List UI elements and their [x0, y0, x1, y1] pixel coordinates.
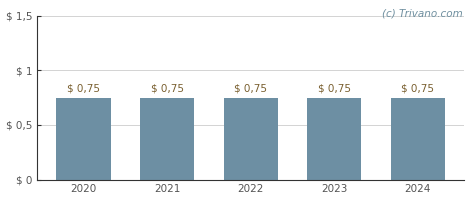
Text: $ 0,75: $ 0,75 — [150, 84, 184, 94]
Bar — [140, 98, 194, 180]
Text: $ 0,75: $ 0,75 — [234, 84, 267, 94]
Text: $ 0,75: $ 0,75 — [401, 84, 434, 94]
Text: (c) Trivano.com: (c) Trivano.com — [382, 8, 463, 18]
Text: $ 0,75: $ 0,75 — [318, 84, 351, 94]
Bar — [56, 98, 110, 180]
Bar — [307, 98, 361, 180]
Bar — [224, 98, 278, 180]
Bar — [391, 98, 445, 180]
Text: $ 0,75: $ 0,75 — [67, 84, 100, 94]
